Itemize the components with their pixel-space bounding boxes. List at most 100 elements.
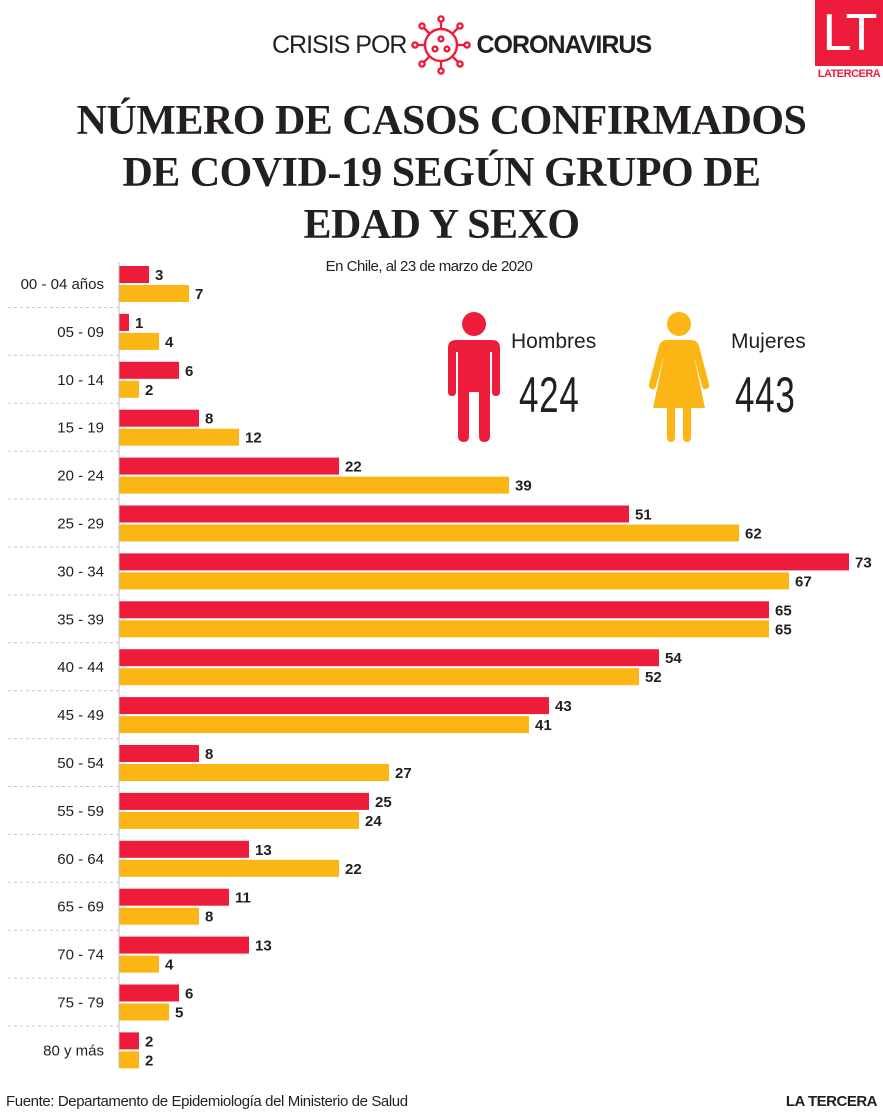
value-label-men: 6 <box>185 986 193 1003</box>
value-label-men: 11 <box>235 890 251 907</box>
bar-men <box>119 792 369 810</box>
brand-post: CORONAVIRUS <box>476 30 652 59</box>
category-label: 20 - 24 <box>57 468 104 485</box>
legend-men-label: Hombres <box>511 330 597 353</box>
bar-women <box>119 668 639 686</box>
bar-women <box>119 716 529 734</box>
value-label-men: 13 <box>255 938 272 955</box>
value-label-men: 3 <box>155 267 163 284</box>
bar-men <box>119 553 849 571</box>
category-label: 45 - 49 <box>57 707 104 724</box>
bar-women <box>119 380 139 398</box>
bar-men <box>119 840 249 858</box>
bar-men <box>119 649 659 667</box>
bar-men <box>119 936 249 954</box>
category-label: 05 - 09 <box>57 324 104 341</box>
value-label-men: 6 <box>185 363 193 380</box>
value-label-men: 13 <box>255 842 272 859</box>
value-label-women: 12 <box>245 430 262 447</box>
logo-letters: LT <box>815 0 883 66</box>
brand-pre: CRISIS POR <box>272 30 407 59</box>
bar-women <box>119 476 509 494</box>
value-label-men: 51 <box>635 507 652 524</box>
category-label: 50 - 54 <box>57 755 104 772</box>
value-label-women: 27 <box>395 765 412 782</box>
category-label: 60 - 64 <box>57 851 104 868</box>
value-label-women: 22 <box>345 861 362 878</box>
bar-men <box>119 984 179 1002</box>
legend-men-total: 424 <box>519 367 580 423</box>
woman-icon <box>648 312 710 442</box>
bar-men <box>119 1032 139 1050</box>
category-label: 80 y más <box>43 1042 104 1059</box>
value-label-men: 65 <box>775 602 792 619</box>
value-label-men: 22 <box>345 459 362 476</box>
value-label-women: 7 <box>195 286 203 303</box>
value-label-women: 39 <box>515 478 532 495</box>
category-label: 15 - 19 <box>57 420 104 437</box>
value-label-men: 1 <box>135 315 143 332</box>
la-tercera-logo: LT LATERCERA <box>815 0 883 90</box>
man-icon <box>448 312 500 442</box>
category-label: 55 - 59 <box>57 803 104 820</box>
bar-men <box>119 266 149 283</box>
category-label: 00 - 04 años <box>21 276 104 293</box>
bar-men <box>119 601 769 619</box>
bar-men <box>119 457 339 475</box>
title-line: DE COVID-19 SEGÚN GRUPO DE <box>122 150 761 196</box>
value-label-men: 8 <box>205 746 213 763</box>
bar-men <box>119 409 199 427</box>
category-label: 70 - 74 <box>57 947 104 964</box>
bar-women <box>119 1051 139 1069</box>
chart-subtitle: En Chile, al 23 de marzo de 2020 <box>325 258 533 275</box>
bar-women <box>119 428 239 446</box>
category-label: 25 - 29 <box>57 516 104 533</box>
value-label-women: 62 <box>745 526 762 543</box>
value-label-women: 52 <box>645 669 662 686</box>
value-label-women: 2 <box>145 382 153 399</box>
bar-women <box>119 859 339 877</box>
bar-women <box>119 572 789 590</box>
source-note: Fuente: Departamento de Epidemiología de… <box>6 1093 408 1110</box>
legend-women-total: 443 <box>735 367 796 423</box>
value-label-women: 41 <box>535 717 552 734</box>
category-label: 10 - 14 <box>57 372 104 389</box>
bar-women <box>119 955 159 973</box>
bar-men <box>119 697 549 715</box>
value-label-men: 43 <box>555 698 572 715</box>
value-label-men: 8 <box>205 411 213 428</box>
value-label-women: 8 <box>205 909 213 926</box>
value-label-women: 4 <box>165 957 174 974</box>
bar-women <box>119 907 199 925</box>
bar-women <box>119 285 189 302</box>
value-label-women: 67 <box>795 573 812 590</box>
value-label-women: 5 <box>175 1005 183 1022</box>
value-label-men: 54 <box>665 650 682 667</box>
bar-men <box>119 505 629 523</box>
logo-sub: LATERCERA <box>817 68 881 80</box>
title-line: NÚMERO DE CASOS CONFIRMADOS <box>76 98 807 144</box>
bar-women <box>119 332 159 350</box>
bar-women <box>119 1003 169 1021</box>
value-label-men: 2 <box>145 1033 153 1050</box>
bar-men <box>119 888 229 906</box>
value-label-men: 73 <box>855 554 872 571</box>
crisis-brand: CRISIS POR CORONAVIRUS <box>272 15 652 75</box>
value-label-women: 2 <box>145 1052 153 1069</box>
footer-brand: LA TERCERA <box>785 1093 878 1110</box>
value-label-women: 65 <box>775 621 792 638</box>
bar-women <box>119 524 739 542</box>
virus-icon <box>411 15 472 75</box>
chart-title: NÚMERO DE CASOS CONFIRMADOS DE COVID-19 … <box>0 95 883 251</box>
value-label-men: 25 <box>375 794 392 811</box>
title-line: EDAD Y SEXO <box>303 202 580 248</box>
category-label: 65 - 69 <box>57 899 104 916</box>
category-label: 30 - 34 <box>57 563 104 580</box>
bar-men <box>119 361 179 379</box>
value-label-women: 4 <box>165 334 174 351</box>
bar-men <box>119 313 129 331</box>
category-label: 40 - 44 <box>57 659 104 676</box>
category-label: 35 - 39 <box>57 611 104 628</box>
bar-women <box>119 764 389 781</box>
